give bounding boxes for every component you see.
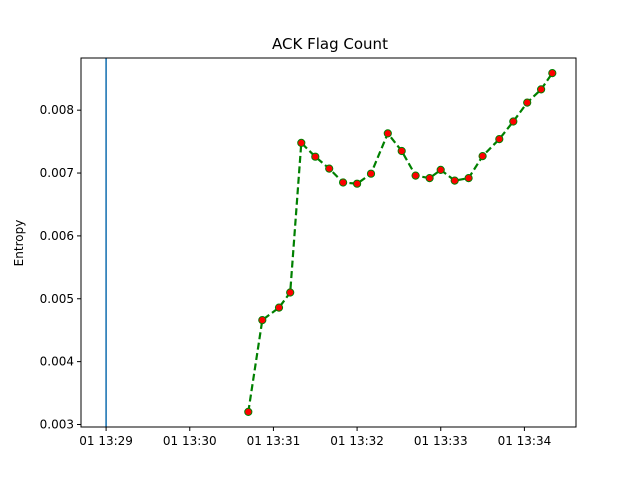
data-point bbox=[537, 85, 546, 94]
data-point bbox=[286, 288, 295, 297]
x-tick-label: 01 13:33 bbox=[414, 434, 468, 448]
data-point bbox=[366, 169, 376, 178]
data-point bbox=[244, 407, 253, 416]
data-point bbox=[548, 69, 557, 78]
data-point bbox=[339, 178, 348, 187]
data-point bbox=[325, 164, 334, 173]
data-point bbox=[509, 117, 518, 126]
data-point bbox=[425, 174, 434, 183]
data-point bbox=[383, 129, 392, 138]
data-point bbox=[464, 174, 473, 183]
x-tick-label: 01 13:34 bbox=[498, 434, 552, 448]
data-point bbox=[258, 316, 267, 325]
y-tick-label: 0.007 bbox=[40, 166, 74, 180]
y-tick-label: 0.003 bbox=[40, 417, 74, 431]
data-point bbox=[411, 171, 420, 180]
data-point bbox=[478, 152, 487, 161]
data-point bbox=[353, 179, 362, 188]
x-tick-label: 01 13:30 bbox=[163, 434, 217, 448]
data-point bbox=[436, 165, 445, 174]
y-tick-label: 0.005 bbox=[40, 292, 74, 306]
data-point bbox=[297, 138, 306, 147]
data-point bbox=[450, 176, 459, 185]
data-point bbox=[274, 303, 284, 312]
y-tick-label: 0.006 bbox=[40, 229, 74, 243]
plot-frame bbox=[80, 57, 577, 428]
plot-area bbox=[105, 58, 557, 427]
chart-title: ACK Flag Count bbox=[272, 35, 388, 53]
x-tick-label: 01 13:32 bbox=[330, 434, 384, 448]
y-axis-label: Entropy bbox=[12, 220, 26, 267]
series-line bbox=[247, 72, 554, 413]
x-tick-label: 01 13:31 bbox=[247, 434, 301, 448]
y-tick-label: 0.008 bbox=[40, 103, 74, 117]
y-tick-label: 0.004 bbox=[40, 355, 74, 369]
data-point bbox=[495, 135, 504, 144]
data-point bbox=[523, 98, 532, 107]
x-tick-label: 01 13:29 bbox=[79, 434, 133, 448]
data-point bbox=[397, 146, 406, 156]
data-point bbox=[311, 152, 320, 161]
